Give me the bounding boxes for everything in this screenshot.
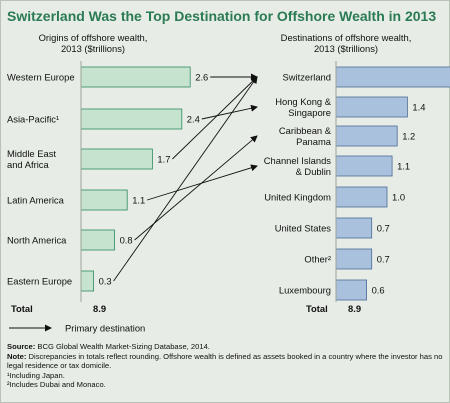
origin-category-label: Eastern Europe [7,275,72,286]
origin-total-value: 8.9 [93,303,106,314]
destination-bar [335,66,450,88]
origin-category-label: Asia-Pacific¹ [7,113,59,124]
destination-header: Destinations of offshore wealth, 2013 ($t… [281,32,412,54]
destination-category-label: United States [275,222,332,233]
destination-value-label: 1.0 [392,191,405,202]
destination-bar [335,96,408,118]
destination-category-label: Channel Islands & Dublin [264,155,332,177]
destination-category-label: Luxembourg [279,284,331,295]
destination-value-label: 0.7 [377,222,390,233]
origin-value-label: 2.4 [187,113,200,124]
offshore-wealth-chart: Origins of offshore wealth, 2013 ($trilli… [7,32,450,334]
origin-bar [80,270,95,292]
origin-category-label: North America [7,234,67,245]
footnote-2: ²Includes Dubai and Monaco. [7,380,106,390]
origin-bar [80,229,115,251]
origin-value-label: 1.7 [157,153,170,164]
destination-bar [335,125,398,147]
footnote-1: ¹Including Japan. [7,370,65,380]
destination-bar [335,186,388,208]
origin-value-label: 0.3 [99,275,112,286]
origin-category-label: Latin America [7,194,65,205]
flow-arrow [172,76,258,160]
source-text: BCG Global Wealth Market-Sizing Database… [37,342,210,351]
source-label: Source: [7,342,36,351]
legend-label: Primary destination [65,323,145,334]
note-label: Note: [7,351,27,361]
origin-value-label: 2.6 [195,71,208,82]
destination-category-label: Caribbean & Panama [279,125,332,147]
destination-category-label: Switzerland [283,71,331,82]
origin-header: Origins of offshore wealth, 2013 ($trilli… [39,32,148,54]
destination-total-value: 8.9 [348,303,361,314]
note-line: Note: Discrepancies in totals reflect ro… [7,352,445,371]
origin-bar [80,148,153,170]
destination-total-label: Total [306,303,328,314]
footnotes: Source: BCG Global Wealth Market-Sizing … [7,342,445,390]
origin-bar [80,108,183,130]
destination-bar [335,217,373,239]
origins-panel: Origins of offshore wealth, 2013 ($trilli… [7,32,208,314]
destination-value-label: 1.1 [397,160,410,171]
destination-value-label: 1.4 [412,101,425,112]
destination-bar [335,155,393,177]
destinations-panel: Destinations of offshore wealth, 2013 ($t… [264,32,450,314]
legend: Primary destination [9,323,145,334]
origin-value-label: 1.1 [132,194,145,205]
destination-value-label: 0.6 [372,284,385,295]
source-line: Source: BCG Global Wealth Market-Sizing … [7,342,445,352]
chart-title: Switzerland Was the Top Destination for … [7,8,437,24]
destination-category-label: United Kingdom [264,191,331,202]
origin-category-label: Western Europe [7,71,75,82]
flow-arrows [113,73,258,282]
destination-value-label: 0.7 [377,253,390,264]
origin-category-label: Middle East and Africa [7,148,56,170]
flow-arrow [201,104,258,120]
destination-bar [335,279,368,301]
destination-category-label: Other² [304,253,331,264]
destination-value-label: 1.2 [402,130,415,141]
origin-bar [80,66,191,88]
origin-bar [80,189,128,211]
destination-bar [335,248,373,270]
note-text: Discrepancies in totals reflect rounding… [7,351,443,371]
origin-value-label: 0.8 [120,234,133,245]
destination-category-label: Hong Kong & Singapore [275,96,332,118]
flow-arrow [113,76,258,282]
origin-total-label: Total [11,303,33,314]
